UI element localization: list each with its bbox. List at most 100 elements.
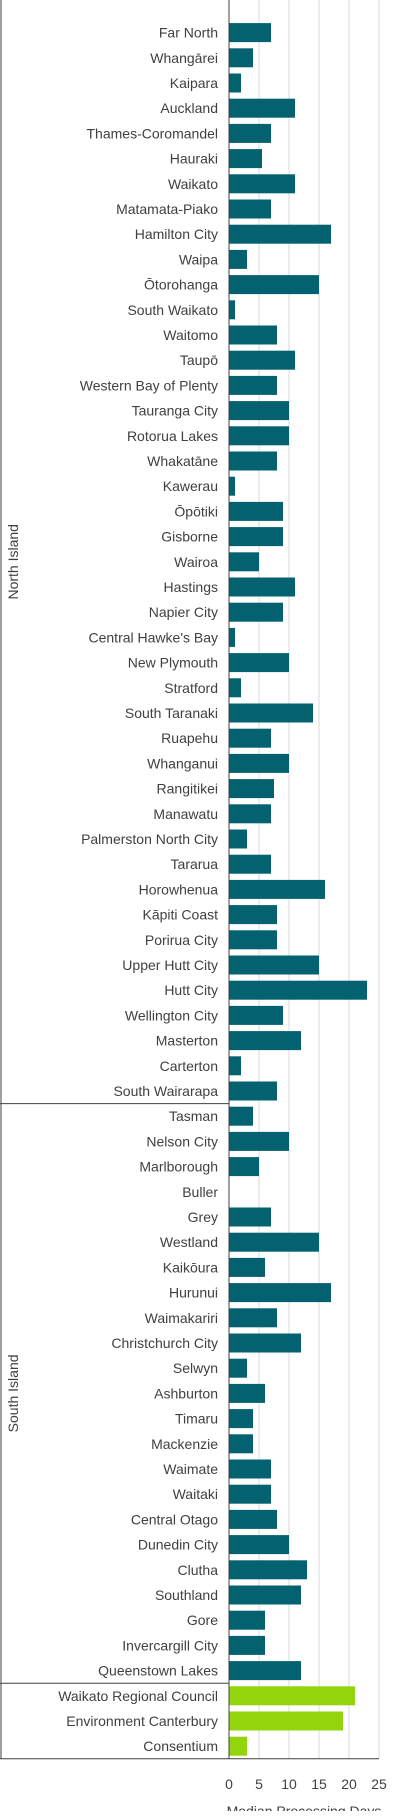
- bar: [229, 1031, 301, 1051]
- category-label: Tararua: [171, 856, 219, 872]
- bar: [229, 1207, 271, 1227]
- bar: [229, 98, 295, 118]
- bar: [229, 1610, 265, 1630]
- category-label: Matamata-Piako: [116, 201, 218, 217]
- bar: [229, 1106, 253, 1126]
- bar: [229, 1736, 247, 1756]
- category-label: Rotorua Lakes: [127, 428, 218, 444]
- category-label: Hauraki: [170, 151, 218, 167]
- group-labels: North Island South Island: [0, 0, 229, 1759]
- bar: [229, 476, 235, 496]
- x-axis-title: Median Processing Days: [227, 1803, 382, 1811]
- bar: [229, 1257, 265, 1277]
- category-label: Gisborne: [161, 529, 218, 545]
- category-label: New Plymouth: [128, 655, 218, 671]
- bar: [229, 1686, 355, 1706]
- category-label: Grey: [188, 1209, 218, 1225]
- x-tick-label: 20: [341, 1776, 357, 1792]
- bar: [229, 804, 271, 824]
- bar: [229, 703, 313, 723]
- bar-layer: [229, 23, 367, 1756]
- category-label: Wellington City: [125, 1007, 218, 1023]
- bar: [229, 1509, 277, 1529]
- category-labels: Far North Whangārei Kaipara Auckland Thames-…: [58, 25, 218, 1755]
- category-label: Selwyn: [173, 1360, 218, 1376]
- bar: [229, 1283, 331, 1303]
- category-label: Waikato Regional Council: [58, 1688, 218, 1704]
- bar: [229, 1585, 301, 1605]
- bar: [229, 275, 319, 295]
- bar: [229, 1081, 277, 1101]
- category-label: Environment Canterbury: [66, 1713, 218, 1729]
- bar: [229, 577, 295, 597]
- bar: [229, 1409, 253, 1429]
- category-label: Queenstown Lakes: [98, 1663, 218, 1679]
- x-tick-label: 10: [281, 1776, 297, 1792]
- category-label: Rangitikei: [157, 781, 218, 797]
- category-label: Kawerau: [163, 478, 218, 494]
- category-label: Timaru: [175, 1411, 218, 1427]
- category-label: Hastings: [164, 579, 218, 595]
- bar: [229, 1308, 277, 1328]
- category-label: Thames-Coromandel: [87, 125, 219, 141]
- bar: [229, 1333, 301, 1353]
- bar: [229, 123, 271, 143]
- x-axis: 0 5 10 15 20 25: [0, 0, 387, 1792]
- category-label: Ashburton: [154, 1385, 218, 1401]
- bar: [229, 1131, 289, 1151]
- bar: [229, 930, 277, 950]
- category-label: Kāpiti Coast: [143, 907, 219, 923]
- bar: [229, 401, 289, 421]
- bar: [229, 23, 271, 43]
- x-tick-label: 5: [255, 1776, 263, 1792]
- category-label: Hurunui: [169, 1285, 218, 1301]
- bar: [229, 1484, 271, 1504]
- category-label: Buller: [182, 1184, 218, 1200]
- category-label: Dunedin City: [138, 1537, 218, 1553]
- bar: [229, 980, 367, 1000]
- category-label: Upper Hutt City: [122, 957, 218, 973]
- category-label: Taupō: [180, 352, 218, 368]
- group-label: South Island: [5, 1354, 21, 1432]
- bar: [229, 300, 235, 320]
- category-label: Nelson City: [146, 1133, 218, 1149]
- bar: [229, 905, 277, 925]
- bar: [229, 224, 331, 244]
- category-label: Waipa: [179, 251, 218, 267]
- category-label: Far North: [159, 25, 218, 41]
- category-label: Horowhenua: [139, 881, 219, 897]
- category-label: Invercargill City: [122, 1637, 218, 1653]
- bar: [229, 1005, 283, 1025]
- category-label: Clutha: [178, 1562, 219, 1578]
- bar: [229, 1535, 289, 1555]
- category-label: Manawatu: [153, 806, 218, 822]
- bar: [229, 879, 325, 899]
- bar: [229, 1232, 319, 1252]
- category-label: Southland: [155, 1587, 218, 1603]
- category-label: Ruapehu: [161, 730, 218, 746]
- category-label: Ōtorohanga: [144, 277, 218, 293]
- bar: [229, 1459, 271, 1479]
- category-label: Whakatāne: [147, 453, 218, 469]
- category-label: Central Otago: [131, 1511, 218, 1527]
- category-label: Central Hawke's Bay: [89, 629, 219, 645]
- bar: [229, 728, 271, 748]
- bar: [229, 325, 277, 345]
- bar: [229, 955, 319, 975]
- category-label: Porirua City: [145, 932, 218, 948]
- bar: [229, 249, 247, 269]
- category-label: Western Bay of Plenty: [80, 377, 218, 393]
- bar: [229, 501, 283, 521]
- bar: [229, 678, 241, 698]
- category-label: Carterton: [160, 1058, 218, 1074]
- bar: [229, 527, 283, 547]
- bar: [229, 1434, 253, 1454]
- bar: [229, 1711, 343, 1731]
- bar: [229, 552, 259, 572]
- category-label: Waikato: [168, 176, 218, 192]
- category-label: Whangārei: [150, 50, 218, 66]
- bar: [229, 1358, 247, 1378]
- bar: [229, 48, 253, 68]
- bar: [229, 375, 277, 395]
